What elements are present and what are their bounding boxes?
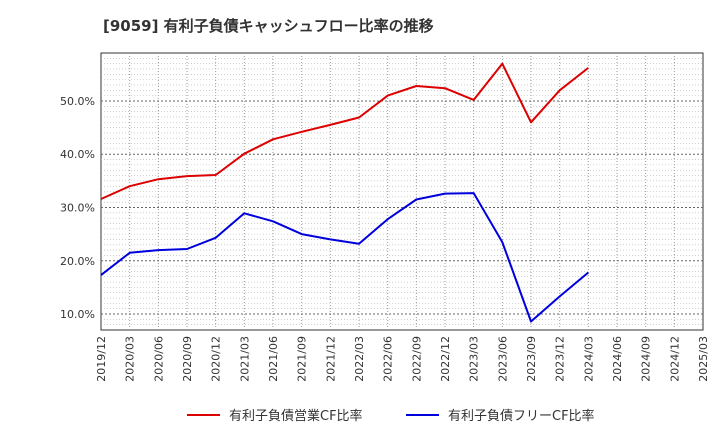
x-tick-label: 2024/06 <box>611 336 624 382</box>
x-tick-label: 2020/09 <box>181 336 194 382</box>
chart-title: [9059] 有利子負債キャッシュフロー比率の推移 <box>103 17 434 35</box>
x-tick-label: 2025/03 <box>697 336 710 382</box>
x-tick-label: 2023/09 <box>525 336 538 382</box>
series-line <box>100 192 589 323</box>
x-tick-label: 2024/09 <box>640 336 653 382</box>
x-tick-label: 2020/12 <box>210 336 223 382</box>
legend-label: 有利子負債フリーCF比率 <box>448 408 595 424</box>
x-axis-ticks: 2019/12 2020/03 2020/06 2020/09 2020/12 2021/… <box>95 336 710 382</box>
legend-label: 有利子負債営業CF比率 <box>229 408 363 424</box>
x-tick-label: 2020/03 <box>124 336 137 382</box>
x-tick-label: 2021/09 <box>296 336 309 382</box>
y-tick-label: 10.0% <box>60 308 95 321</box>
legend: 有利子負債営業CF比率 有利子負債フリーCF比率 <box>187 408 595 424</box>
x-tick-label: 2024/12 <box>668 336 681 382</box>
x-tick-label: 2020/06 <box>152 336 165 382</box>
x-tick-label: 2024/03 <box>582 336 595 382</box>
x-tick-label: 2023/12 <box>554 336 567 382</box>
y-tick-label: 40.0% <box>60 148 95 161</box>
x-tick-label: 2022/03 <box>353 336 366 382</box>
x-tick-label: 2021/12 <box>324 336 337 382</box>
y-tick-label: 30.0% <box>60 201 95 214</box>
x-tick-label: 2022/09 <box>410 336 423 382</box>
x-tick-label: 2019/12 <box>95 336 108 382</box>
x-tick-label: 2023/03 <box>468 336 481 382</box>
series-lines <box>100 62 589 323</box>
x-tick-label: 2021/06 <box>267 336 280 382</box>
y-axis-ticks: 10.0% 20.0% 30.0% 40.0% 50.0% <box>60 95 95 321</box>
y-tick-label: 20.0% <box>60 255 95 268</box>
y-tick-label: 50.0% <box>60 95 95 108</box>
x-tick-label: 2022/06 <box>382 336 395 382</box>
x-tick-label: 2021/03 <box>238 336 251 382</box>
x-tick-label: 2022/12 <box>439 336 452 382</box>
series-line <box>100 62 589 200</box>
x-tick-label: 2023/06 <box>496 336 509 382</box>
